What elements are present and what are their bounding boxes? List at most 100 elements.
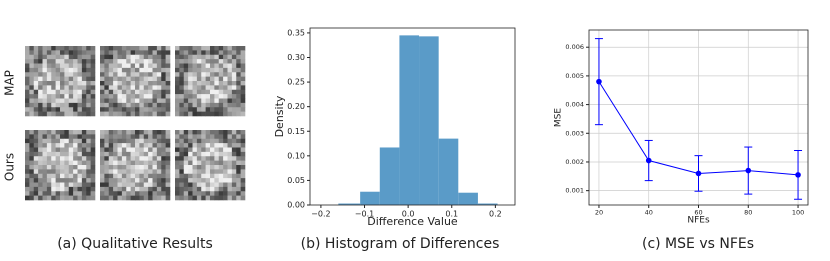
pixel <box>210 85 215 91</box>
pixel <box>179 46 185 51</box>
pixel <box>179 81 185 86</box>
pixel <box>148 138 153 144</box>
pixel <box>38 134 43 140</box>
pixel <box>130 138 136 144</box>
pixel <box>135 156 140 161</box>
pixel <box>161 156 166 161</box>
pixel <box>240 85 246 91</box>
pixel <box>139 67 145 73</box>
pixel <box>100 178 105 183</box>
pixel <box>231 191 237 196</box>
pixel <box>236 46 241 51</box>
pixel <box>188 107 193 112</box>
pixel <box>33 85 39 91</box>
pixel <box>223 134 228 140</box>
pixel <box>227 186 233 192</box>
pixel <box>214 165 220 170</box>
x-tick-label: 0.2 <box>489 210 502 219</box>
pixel <box>152 182 158 188</box>
pixel <box>60 182 65 188</box>
pixel <box>33 134 39 140</box>
pixel <box>86 107 91 112</box>
y-tick-label: 0.00 <box>287 201 305 210</box>
pixel <box>117 169 123 175</box>
pixel <box>108 165 114 170</box>
pixel <box>42 54 48 60</box>
pixel <box>130 191 136 196</box>
pixel <box>55 111 61 117</box>
pixel <box>175 138 180 144</box>
pixel <box>73 178 78 183</box>
pixel <box>227 130 233 135</box>
pixel <box>139 59 145 64</box>
pixel <box>51 151 56 157</box>
pixel <box>68 156 74 161</box>
pixel <box>29 111 35 117</box>
pixel <box>90 111 96 117</box>
pixel <box>214 98 220 104</box>
pixel <box>201 169 206 175</box>
pixel <box>68 89 74 95</box>
pixel <box>214 186 220 192</box>
pixel <box>68 134 74 140</box>
pixel <box>218 85 224 91</box>
pixel <box>55 165 61 170</box>
pixel <box>223 182 228 188</box>
pixel <box>73 50 78 56</box>
pixel <box>143 50 149 56</box>
pixel <box>183 72 189 77</box>
sample-image <box>25 46 96 117</box>
pixel <box>55 147 61 153</box>
pixel <box>121 85 127 91</box>
pixel <box>143 81 149 86</box>
pixel <box>218 50 224 56</box>
pixel <box>161 63 166 69</box>
pixel <box>42 130 48 135</box>
pixel <box>38 81 43 86</box>
pixel <box>113 151 118 157</box>
pixel <box>117 102 123 108</box>
pixel <box>218 46 224 51</box>
pixel <box>81 76 87 82</box>
pixel <box>33 102 39 108</box>
pixel <box>161 165 166 170</box>
pixel <box>86 191 91 196</box>
pixel <box>218 165 224 170</box>
pixel <box>130 50 136 56</box>
pixel <box>183 186 189 192</box>
pixel <box>77 134 83 140</box>
pixel <box>231 85 237 91</box>
pixel <box>210 81 215 86</box>
pixel <box>113 94 118 99</box>
pixel <box>135 63 140 69</box>
pixel <box>64 191 70 196</box>
pixel <box>126 165 131 170</box>
pixel <box>108 50 114 56</box>
pixel <box>42 76 48 82</box>
pixel <box>38 72 43 77</box>
pixel <box>77 138 83 144</box>
pixel <box>205 186 211 192</box>
bar <box>338 203 361 205</box>
pixel <box>161 89 166 95</box>
pixel <box>38 173 43 179</box>
pixel <box>130 160 136 166</box>
pixel <box>148 191 153 196</box>
pixel <box>223 107 228 112</box>
pixel <box>143 46 149 51</box>
pixel <box>81 151 87 157</box>
pixel <box>175 169 180 175</box>
pixel <box>33 173 39 179</box>
pixel <box>25 186 30 192</box>
pixel <box>218 178 224 183</box>
pixel <box>152 165 158 170</box>
pixel <box>64 98 70 104</box>
pixel <box>223 72 228 77</box>
pixel <box>165 85 171 91</box>
pixel <box>188 102 193 108</box>
pixel <box>42 98 48 104</box>
pixel <box>60 147 65 153</box>
pixel <box>38 94 43 99</box>
pixel <box>148 165 153 170</box>
pixel <box>192 63 198 69</box>
